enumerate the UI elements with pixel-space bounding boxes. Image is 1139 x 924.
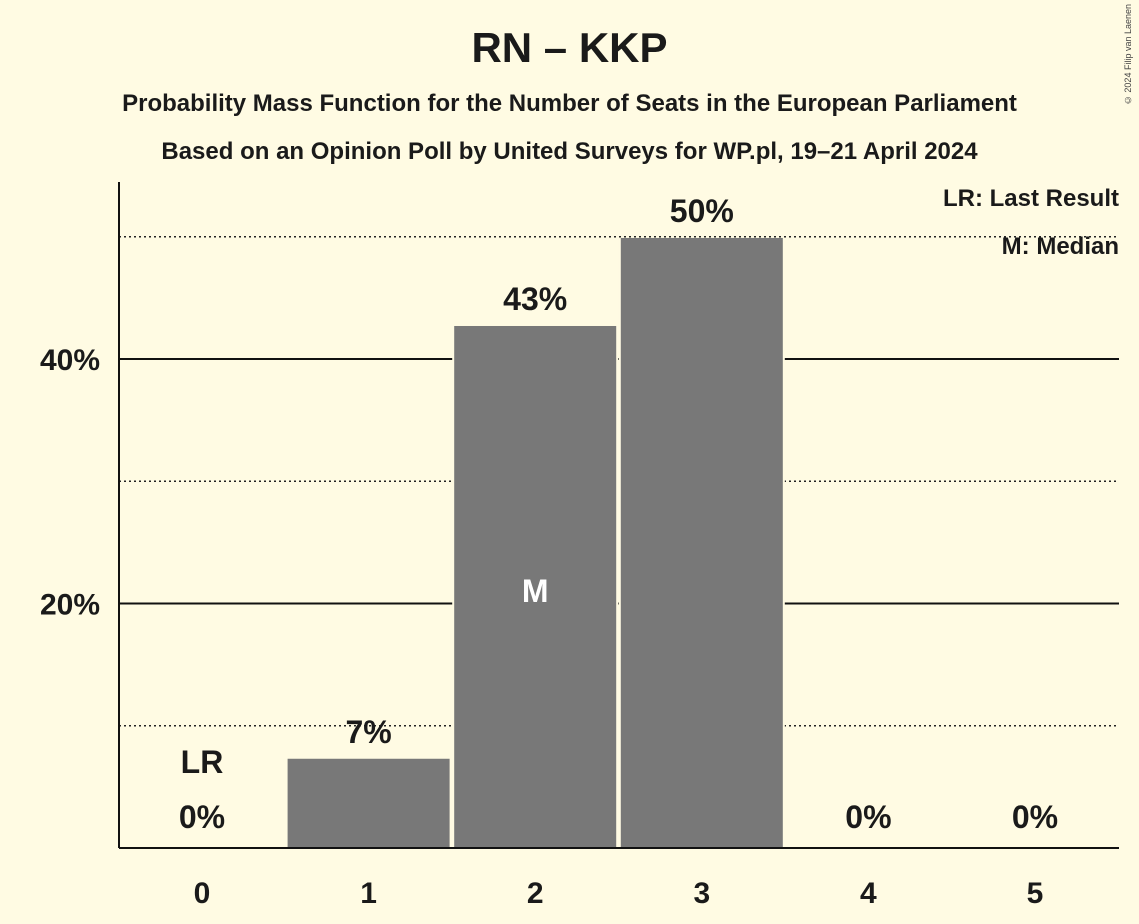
x-tick-label: 4	[860, 877, 877, 910]
y-tick-label: 40%	[40, 344, 100, 377]
x-tick-label: 5	[1027, 877, 1044, 910]
median-marker: M	[522, 573, 549, 609]
last-result-marker: LR	[181, 744, 224, 780]
chart-source: Based on an Opinion Poll by United Surve…	[161, 138, 978, 165]
x-tick-label: 3	[693, 877, 710, 910]
y-tick-label: 20%	[40, 589, 100, 622]
x-tick-label: 0	[194, 877, 211, 910]
bar	[454, 325, 617, 848]
bar-value-label: 0%	[1012, 799, 1058, 835]
chart-subtitle: Probability Mass Function for the Number…	[122, 90, 1017, 117]
bar-value-label: 0%	[845, 799, 891, 835]
chart-title: RN – KKP	[471, 24, 668, 71]
bar-value-label: 0%	[179, 799, 225, 835]
bar	[287, 758, 450, 848]
legend-last-result: LR: Last Result	[942, 185, 1119, 212]
bar	[620, 237, 783, 848]
bar-value-label: 50%	[670, 193, 734, 229]
bar-value-label: 7%	[345, 714, 391, 750]
x-tick-label: 1	[360, 877, 377, 910]
bar-value-label: 43%	[503, 281, 567, 317]
x-tick-label: 2	[527, 877, 544, 910]
